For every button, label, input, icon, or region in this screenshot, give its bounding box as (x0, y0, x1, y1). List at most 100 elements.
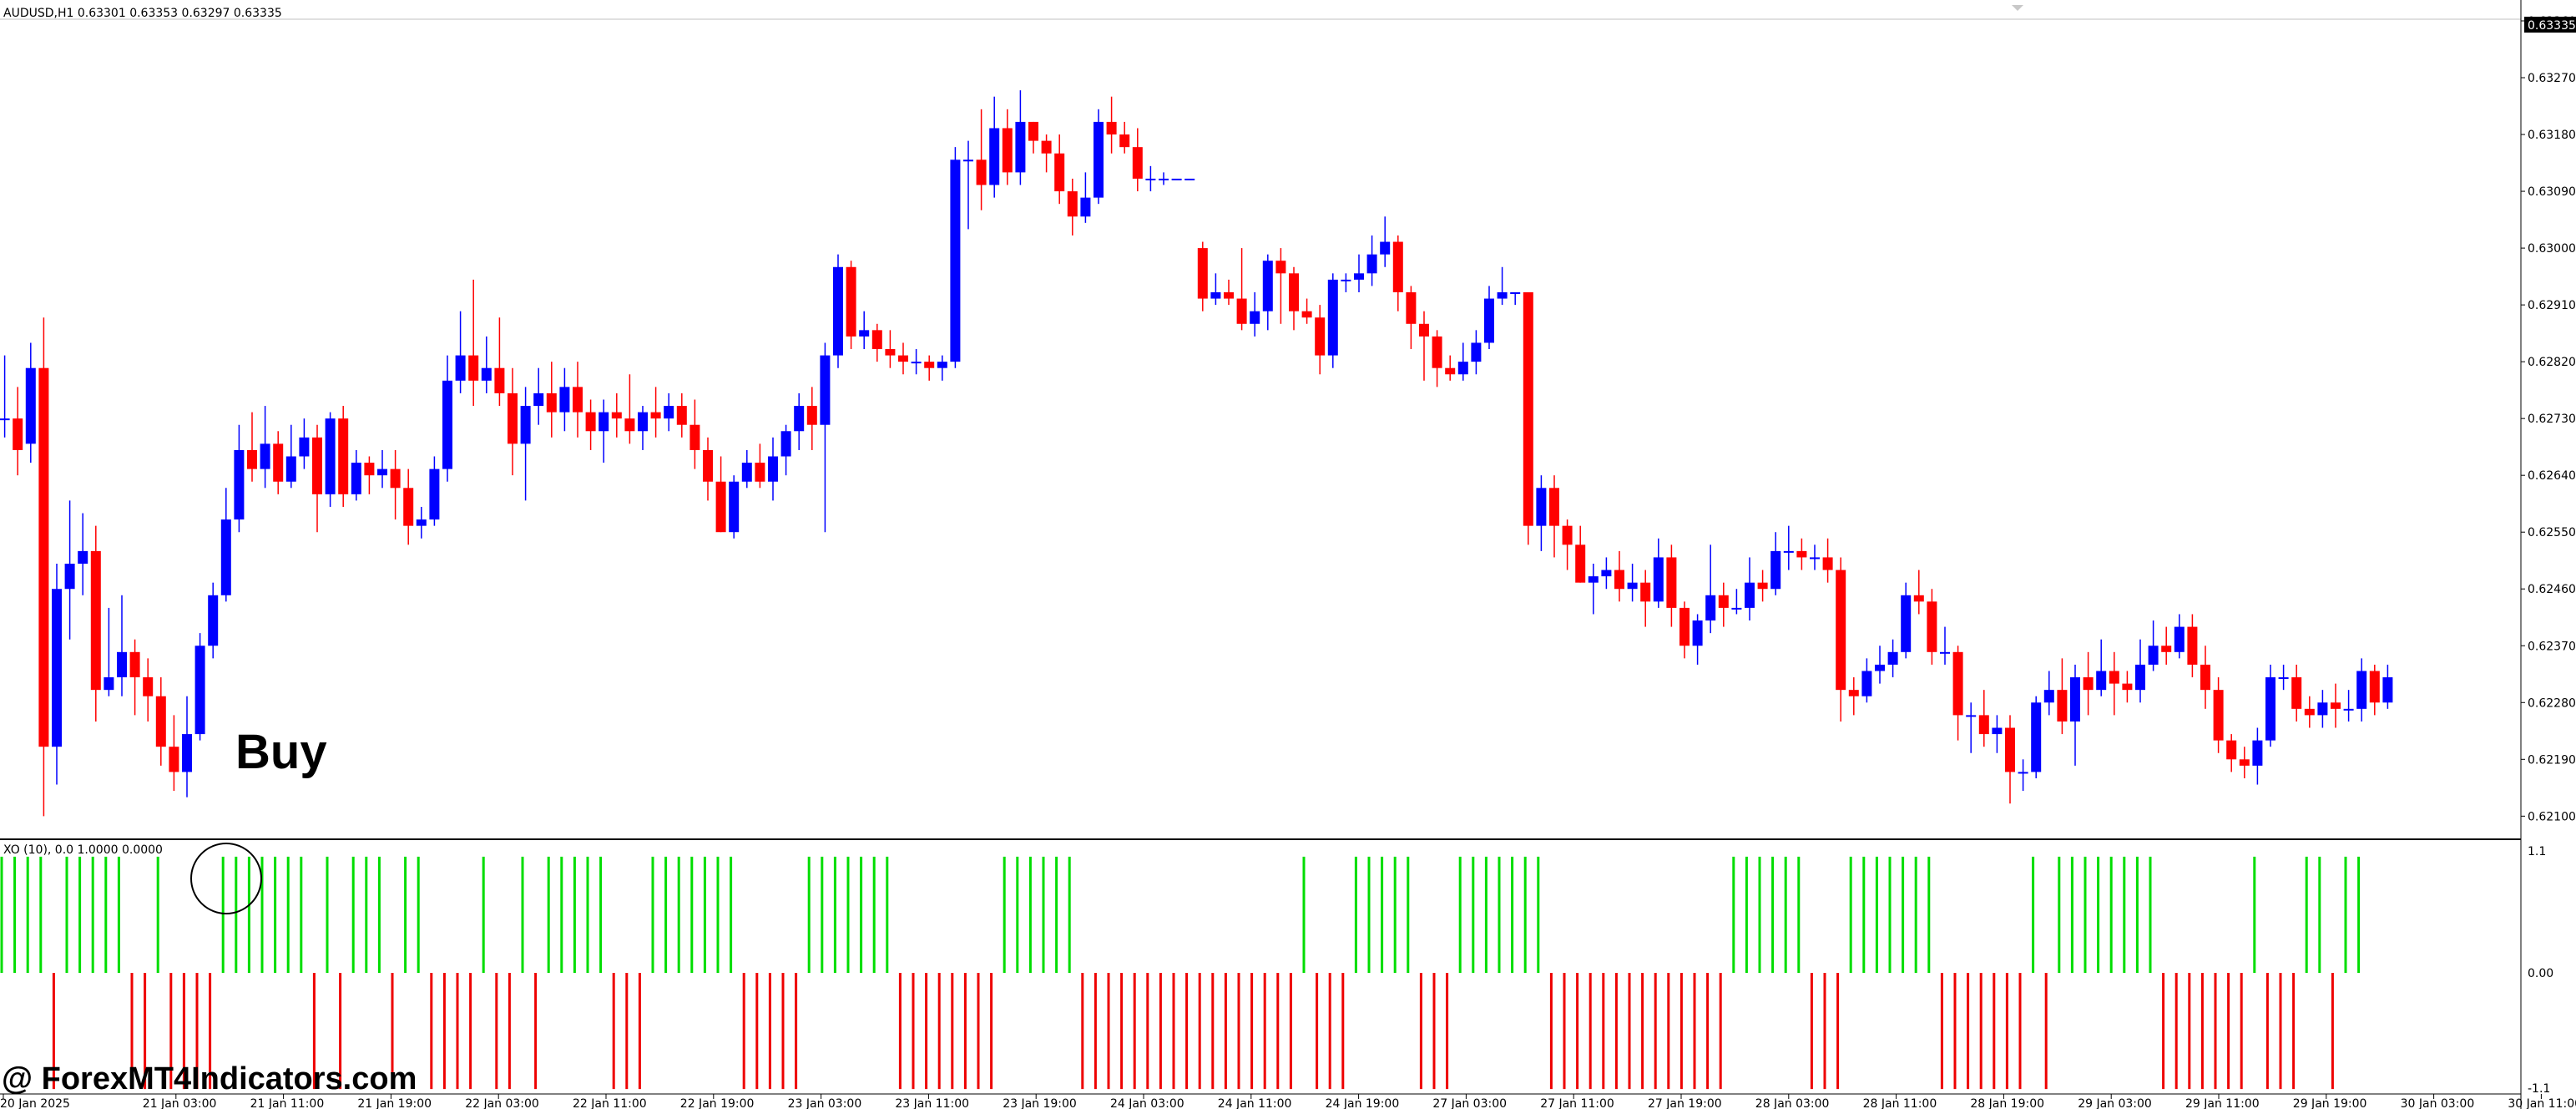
time-tick-label: 30 Jan 03:00 (2401, 1097, 2475, 1109)
candle-body (1497, 292, 1508, 299)
candle-body (806, 406, 817, 425)
candle (1757, 570, 1768, 602)
candle-body (650, 412, 661, 419)
candle (2161, 626, 2172, 665)
candle (38, 317, 49, 817)
candle-body (1159, 178, 1169, 180)
candle (1705, 544, 1716, 634)
candle-body (169, 747, 179, 772)
current-price-tag: 0.63335 (2528, 19, 2576, 33)
indicator-pane[interactable] (0, 856, 2361, 1090)
candle (1887, 639, 1898, 678)
time-tick-label: 30 Jan 11:00 (2508, 1097, 2576, 1109)
candle-body (989, 128, 1000, 185)
candle-body (442, 380, 452, 469)
candle-body (1627, 582, 1638, 590)
candle-body (129, 651, 140, 678)
candle (976, 109, 987, 210)
candle (416, 506, 427, 539)
price-tick-label: 0.63270 (2528, 72, 2576, 85)
candle (1327, 273, 1338, 368)
candle (129, 639, 140, 716)
candle (806, 387, 817, 450)
candle (220, 488, 231, 602)
candle-body (1392, 241, 1403, 292)
candle-body (573, 387, 583, 413)
candle (2174, 614, 2185, 659)
candle (1028, 121, 1038, 154)
candle-body (885, 349, 896, 356)
candle-body (846, 266, 856, 337)
watermark-text: @ ForexMT4Indicators.com (2, 1061, 417, 1096)
indicator-title: XO (10), 0.0 1.0000 0.0000 (3, 843, 163, 857)
buy-annotation: Buy (235, 725, 327, 779)
time-tick-label: 28 Jan 19:00 (1970, 1097, 2044, 1109)
candle (1822, 538, 1833, 583)
candle-body (1875, 664, 1885, 671)
candle (1796, 538, 1807, 570)
candle-body (2109, 671, 2119, 684)
candle (481, 336, 492, 393)
candle-body (871, 330, 882, 350)
candle-body (220, 519, 231, 595)
candle-body (963, 160, 973, 162)
candle-body (2200, 664, 2210, 691)
candle-body (1679, 607, 1690, 646)
candle-body (729, 481, 740, 533)
price-tick-label: 0.62910 (2528, 299, 2576, 312)
candle-body (143, 677, 154, 696)
candle (1692, 614, 1703, 665)
candle-body (104, 677, 114, 691)
candle-body (247, 449, 257, 469)
candle-body (1262, 261, 1273, 311)
candle-body (1927, 601, 1937, 652)
candle (1159, 172, 1169, 185)
candle (2317, 690, 2328, 728)
candle-body (1705, 595, 1716, 621)
candle-body (1054, 153, 1065, 192)
candle (247, 412, 257, 482)
candle (2369, 664, 2380, 716)
candle (403, 468, 414, 545)
candle (1966, 702, 1977, 753)
candle-body (2135, 664, 2145, 691)
candle (1992, 715, 2003, 753)
candle-body (1380, 241, 1391, 255)
candle-body (117, 651, 127, 678)
candle (559, 367, 570, 432)
candle-body (898, 355, 908, 362)
time-tick-label: 28 Jan 11:00 (1863, 1097, 1937, 1109)
candle-body (1770, 550, 1781, 590)
time-tick-label: 23 Jan 11:00 (895, 1097, 969, 1109)
candle-body (208, 595, 219, 646)
candle (364, 456, 375, 494)
candle (650, 387, 661, 438)
candle-body (364, 463, 375, 476)
candle (1940, 626, 1950, 665)
candle (1419, 311, 1429, 381)
candle (715, 456, 726, 533)
candle-body (64, 564, 75, 590)
candle (1145, 165, 1156, 192)
price-tick-label: 0.62820 (2528, 356, 2576, 369)
indicator-tick-label: 1.1 (2528, 845, 2546, 858)
candle-body (1653, 557, 1664, 602)
main-price-pane[interactable] (0, 90, 2393, 817)
candle-body (520, 406, 531, 444)
candle-body (2291, 677, 2302, 709)
current-price-tag-bg (2524, 17, 2576, 33)
candle (963, 140, 973, 230)
candle-body (285, 456, 296, 482)
candle-body (1106, 121, 1117, 135)
candle (937, 355, 947, 381)
indicator-tick-label: 0.00 (2528, 967, 2553, 980)
candle-body (1992, 727, 2003, 735)
candle-body (1236, 298, 1247, 324)
candle-body (1171, 178, 1182, 180)
candle-body (2382, 677, 2393, 703)
time-tick-label: 29 Jan 11:00 (2185, 1097, 2260, 1109)
candle (780, 424, 791, 476)
shift-marker-icon[interactable] (2012, 5, 2023, 11)
candle (676, 392, 687, 438)
candle (1913, 570, 1924, 615)
